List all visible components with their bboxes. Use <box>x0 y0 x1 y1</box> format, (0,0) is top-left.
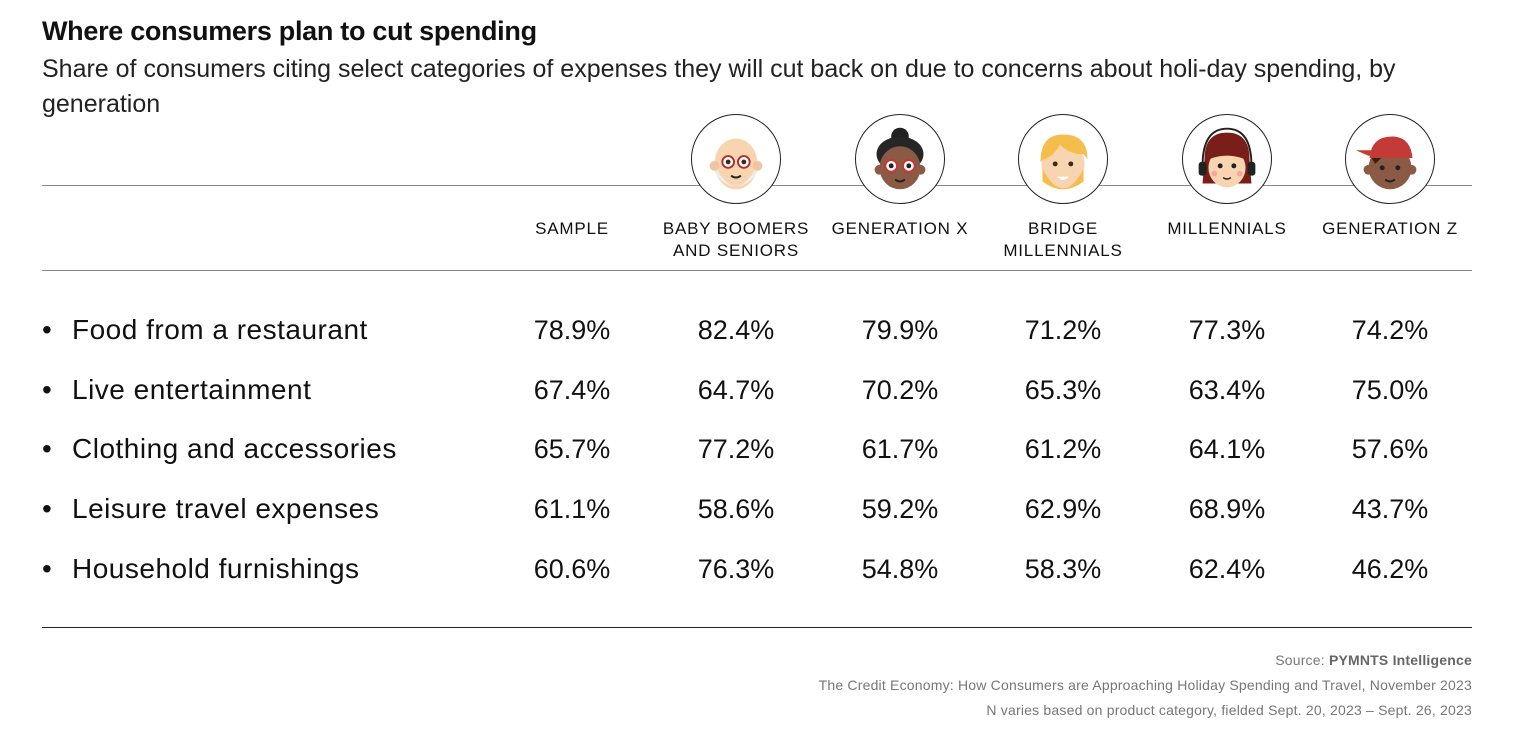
table-cell: 61.7% <box>861 434 939 464</box>
boy-red-cap-avatar-icon <box>1345 114 1435 204</box>
bullet-icon: • <box>42 553 53 584</box>
woman-bun-glasses-avatar-icon <box>855 114 945 204</box>
table-cell: 43.7% <box>1351 494 1429 524</box>
column-header: SAMPLE <box>535 219 609 238</box>
row-label: • Live entertainment <box>42 374 311 406</box>
column-header: MILLENNIALS <box>1167 219 1287 238</box>
bullet-icon: • <box>42 314 53 345</box>
table-cell: 54.8% <box>861 554 939 584</box>
sample-note: N varies based on product category, fiel… <box>986 702 1472 718</box>
row-label: • Food from a restaurant <box>42 314 368 346</box>
table-cell: 46.2% <box>1351 554 1429 584</box>
table-cell: 77.2% <box>697 434 775 464</box>
table-cell: 64.7% <box>697 375 775 405</box>
table-cell: 74.2% <box>1351 315 1429 345</box>
table-cell: 60.6% <box>533 554 611 584</box>
row-label-text: Clothing and accessories <box>72 433 397 464</box>
table-cell: 82.4% <box>697 315 775 345</box>
table-cell: 65.7% <box>533 434 611 464</box>
table-cell: 67.4% <box>533 375 611 405</box>
table-cell: 61.2% <box>1024 434 1102 464</box>
table-cell: 63.4% <box>1188 375 1266 405</box>
table-cell: 62.9% <box>1024 494 1102 524</box>
row-label-text: Leisure travel expenses <box>72 493 380 524</box>
table-cell: 70.2% <box>861 375 939 405</box>
table-cell: 58.6% <box>697 494 775 524</box>
source-line: Source: PYMNTS Intelligence <box>1275 652 1472 668</box>
table-cell: 68.9% <box>1188 494 1266 524</box>
source-label: Source: <box>1275 652 1329 668</box>
table-cell: 59.2% <box>861 494 939 524</box>
source-name: PYMNTS Intelligence <box>1328 652 1472 668</box>
older-man-glasses-beard-avatar-icon <box>691 114 781 204</box>
column-header: GENERATION Z <box>1322 219 1458 238</box>
table-cell: 61.1% <box>533 494 611 524</box>
blond-bearded-man-avatar-icon <box>1018 114 1108 204</box>
table-cell: 75.0% <box>1351 375 1429 405</box>
report-title: The Credit Economy: How Consumers are Ap… <box>818 677 1472 693</box>
table-cell: 78.9% <box>533 315 611 345</box>
row-label-text: Food from a restaurant <box>72 314 368 345</box>
table-bottom-divider <box>42 627 1472 628</box>
table-cell: 77.3% <box>1188 315 1266 345</box>
bullet-icon: • <box>42 493 53 524</box>
table-cell: 65.3% <box>1024 375 1102 405</box>
table-cell: 58.3% <box>1024 554 1102 584</box>
row-label-text: Live entertainment <box>72 374 312 405</box>
woman-headphones-avatar-icon <box>1182 114 1272 204</box>
table-cell: 57.6% <box>1351 434 1429 464</box>
table-cell: 79.9% <box>861 315 939 345</box>
bullet-icon: • <box>42 433 53 464</box>
row-label: • Leisure travel expenses <box>42 493 379 525</box>
header-bottom-divider <box>42 270 1472 271</box>
table-cell: 62.4% <box>1188 554 1266 584</box>
column-header: BABY BOOMERS AND SENIORS <box>662 219 810 260</box>
chart-subtitle: Share of consumers citing select categor… <box>42 55 1396 118</box>
bullet-icon: • <box>42 374 53 405</box>
table-cell: 64.1% <box>1188 434 1266 464</box>
table-cell: 76.3% <box>697 554 775 584</box>
row-label: • Clothing and accessories <box>42 433 397 465</box>
chart-title: Where consumers plan to cut spending <box>42 16 537 46</box>
column-header: GENERATION X <box>831 219 969 238</box>
row-label: • Household furnishings <box>42 553 360 585</box>
row-label-text: Household furnishings <box>72 553 360 584</box>
table-cell: 71.2% <box>1024 315 1102 345</box>
column-header: BRIDGE MILLENNIALS <box>1003 219 1123 260</box>
